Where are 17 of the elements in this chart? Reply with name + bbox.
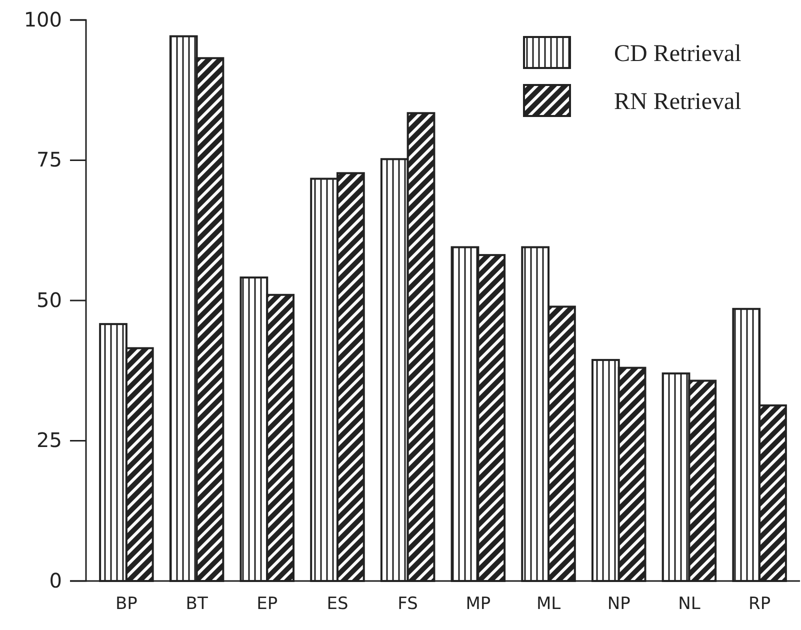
x-tick-label: RP	[748, 594, 771, 614]
x-tick-label: BT	[186, 594, 208, 614]
y-tick-label: 100	[24, 7, 62, 32]
x-tick-label: ML	[536, 594, 562, 614]
x-tick-label: BP	[115, 594, 138, 614]
x-tick-label: MP	[466, 594, 491, 614]
y-tick-label: 25	[36, 428, 62, 452]
legend-label: RN Retrieval	[614, 89, 742, 115]
x-tick-label: NL	[678, 594, 701, 614]
legend-label: CD Retrieval	[614, 41, 742, 67]
y-tick-label: 75	[36, 148, 62, 172]
x-tick-label: NP	[607, 594, 630, 614]
x-tick-label: FS	[398, 594, 418, 614]
y-tick-label: 50	[36, 288, 62, 312]
y-tick-label: 0	[49, 568, 62, 592]
x-tick-label: EP	[256, 594, 278, 614]
x-tick-label: ES	[326, 594, 348, 614]
